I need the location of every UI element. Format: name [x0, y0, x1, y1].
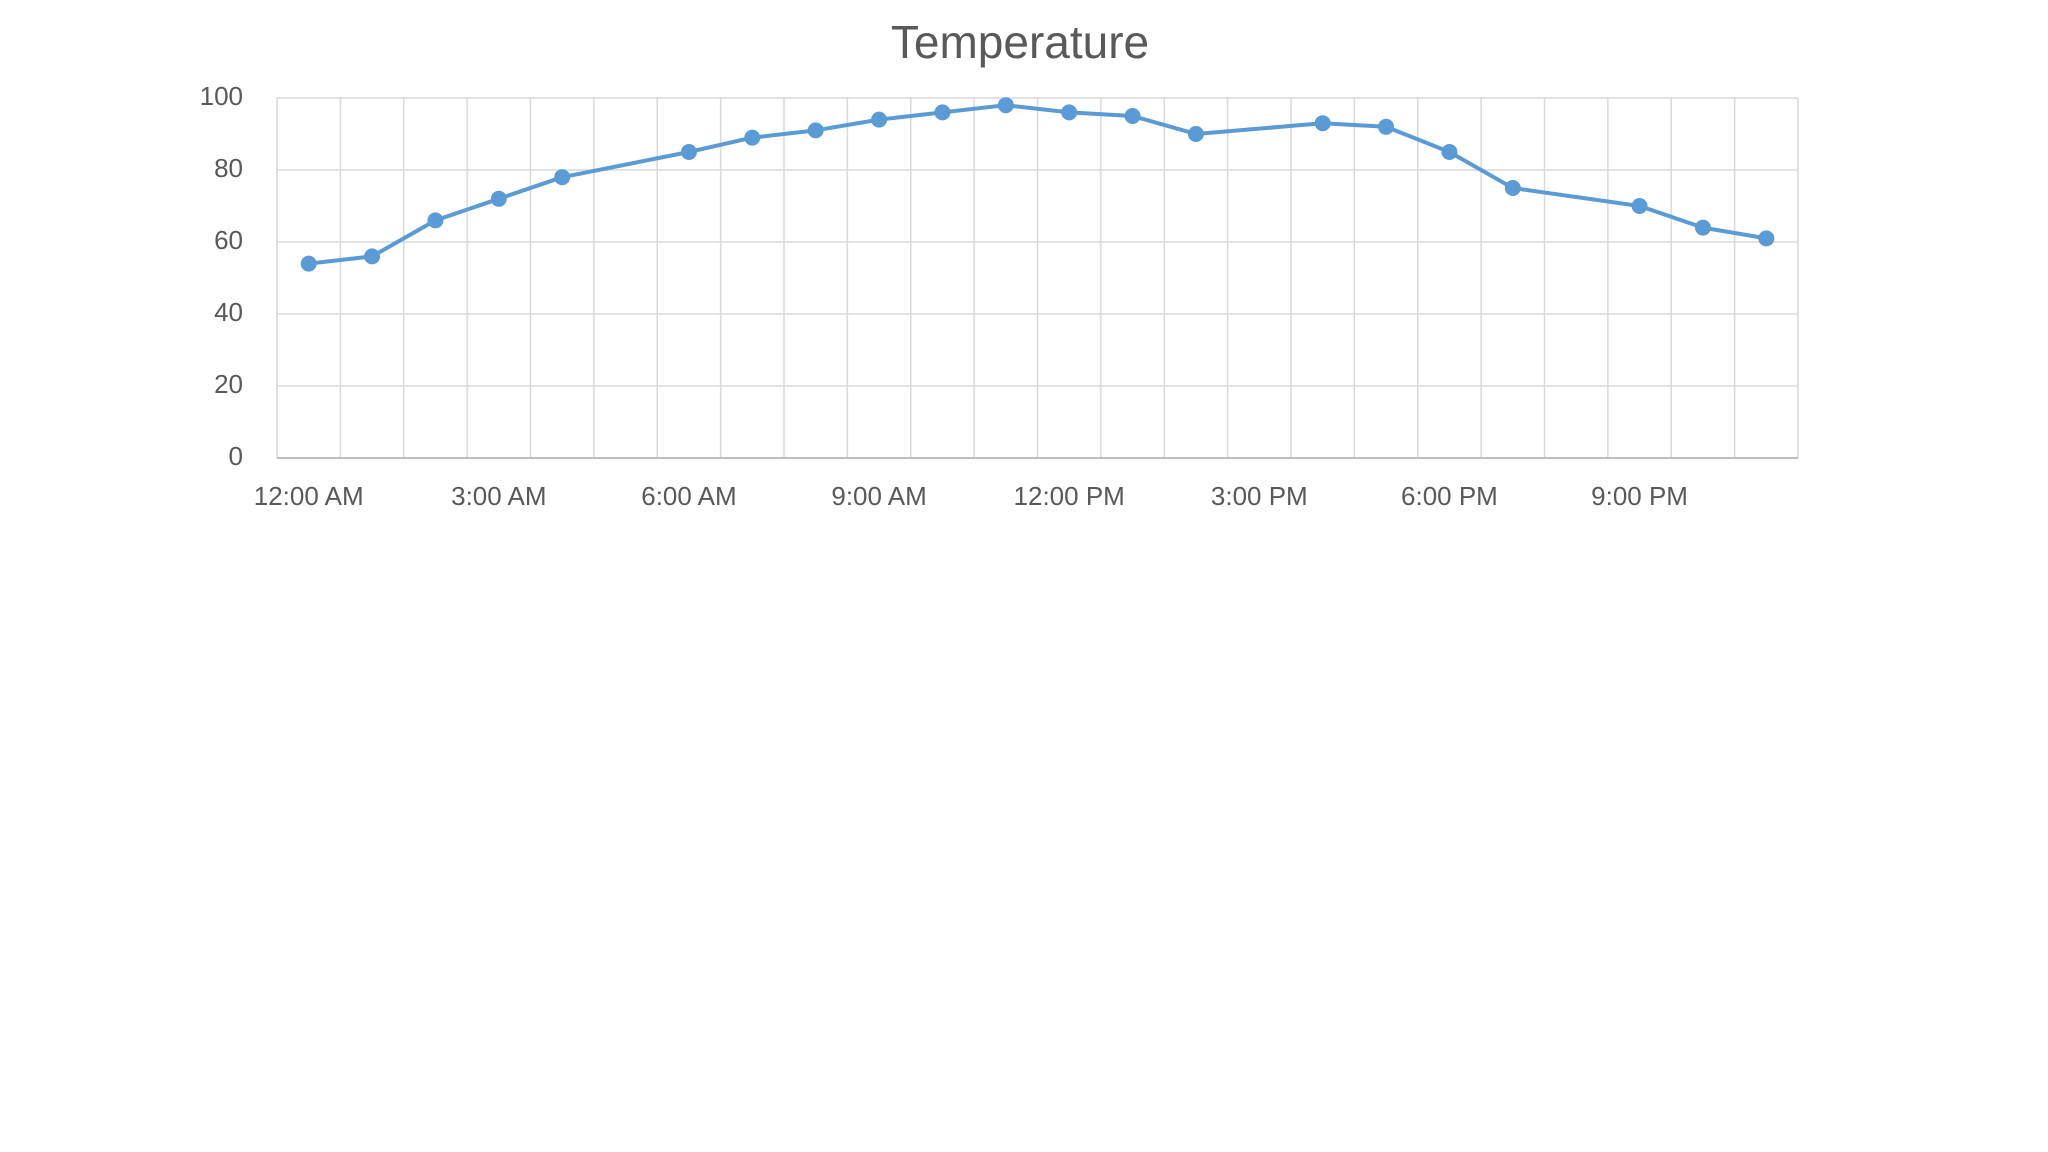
- data-point: [554, 169, 571, 186]
- x-tick-label: 9:00 PM: [1591, 481, 1688, 511]
- data-point: [744, 129, 761, 146]
- data-point: [1314, 115, 1331, 132]
- data-point: [1061, 104, 1078, 121]
- chart-title: Temperature: [891, 16, 1149, 68]
- data-point: [490, 190, 507, 207]
- x-tick-label: 6:00 PM: [1401, 481, 1498, 511]
- y-tick-label: 0: [229, 441, 243, 471]
- y-tick-label: 40: [214, 297, 243, 327]
- data-point: [807, 122, 824, 139]
- data-point: [997, 97, 1014, 114]
- data-point: [1631, 198, 1648, 214]
- data-point: [1441, 144, 1458, 160]
- data-point: [1504, 180, 1521, 196]
- x-tick-label: 6:00 AM: [641, 481, 736, 511]
- data-point: [1694, 219, 1711, 236]
- x-tick-label: 9:00 AM: [831, 481, 926, 511]
- x-tick-label: 12:00 PM: [1014, 481, 1125, 511]
- x-tick-label: 3:00 AM: [451, 481, 546, 511]
- y-tick-label: 80: [214, 153, 243, 183]
- x-tick-label: 12:00 AM: [254, 481, 364, 511]
- data-point: [680, 144, 697, 160]
- data-point: [300, 255, 317, 272]
- data-point: [1758, 230, 1775, 247]
- data-point: [934, 104, 951, 121]
- data-point: [427, 212, 444, 229]
- x-tick-label: 3:00 PM: [1211, 481, 1308, 511]
- y-tick-label: 100: [200, 81, 243, 111]
- data-point: [1124, 108, 1141, 124]
- data-point: [1187, 126, 1204, 142]
- data-point: [1378, 118, 1395, 135]
- data-point: [364, 248, 381, 265]
- data-point: [871, 111, 888, 128]
- y-tick-label: 20: [214, 369, 243, 399]
- y-tick-label: 60: [214, 225, 243, 255]
